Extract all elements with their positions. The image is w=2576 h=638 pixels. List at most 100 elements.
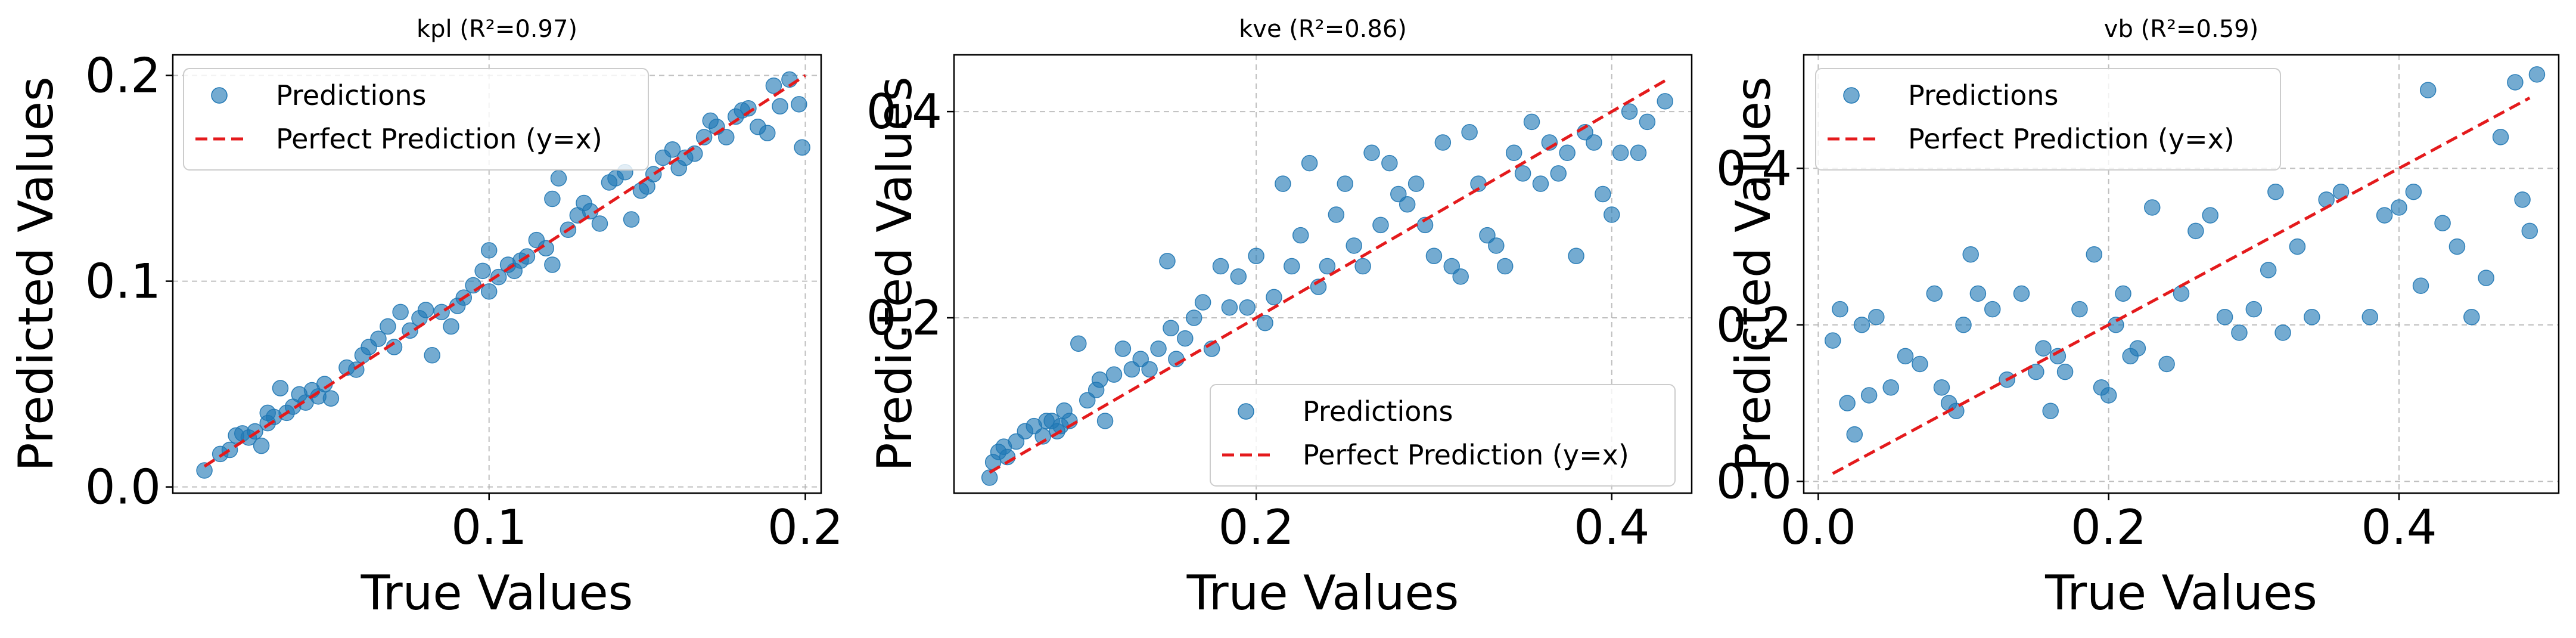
- data-point: [1882, 379, 1899, 396]
- data-point: [1860, 387, 1878, 404]
- y-axis-label: Predicted Values: [867, 76, 922, 471]
- y-tick-label: 0.0: [85, 460, 161, 515]
- legend-marker-predictions: [1238, 403, 1254, 420]
- data-point: [1407, 175, 1425, 192]
- data-point: [1846, 426, 1863, 443]
- data-point: [2267, 183, 2284, 200]
- data-point: [2216, 308, 2233, 326]
- y-tick-label: 0.4: [1717, 141, 1792, 196]
- data-point: [2231, 324, 2248, 341]
- data-point: [1505, 144, 1522, 162]
- y-tick-label: 0.2: [85, 48, 161, 104]
- data-point: [2028, 363, 2044, 380]
- data-point: [1497, 258, 1514, 275]
- data-point: [1194, 294, 1211, 311]
- legend-box: [183, 68, 649, 171]
- x-tick-label: 0.2: [1219, 500, 1294, 555]
- data-point: [1962, 246, 1979, 263]
- x-tick-label: 0.0: [1780, 500, 1856, 555]
- data-point: [1488, 237, 1505, 254]
- data-point: [686, 145, 703, 162]
- x-tick-label: 0.2: [2071, 500, 2146, 555]
- data-point: [2274, 324, 2291, 341]
- data-point: [1034, 428, 1051, 445]
- scatter-chart-kve: kve (R²=0.86) 0.2 0.4 0.2 0.4 True Values Pred…: [866, 16, 1693, 621]
- data-point: [1284, 258, 1300, 275]
- data-point: [1434, 134, 1452, 151]
- data-point: [2412, 277, 2429, 294]
- x-axis-label: True Values: [361, 565, 633, 621]
- data-point: [1984, 301, 2001, 318]
- data-point: [550, 170, 567, 187]
- data-point: [1301, 154, 1318, 172]
- data-point: [718, 129, 735, 145]
- data-point: [417, 302, 434, 318]
- data-point: [1221, 299, 1238, 316]
- data-point: [623, 211, 640, 228]
- data-point: [1568, 247, 1584, 264]
- scatter-chart-kpl: kpl (R²=0.97) 0.1 0.2 0.0 0.1 0.2 True Values P…: [8, 16, 843, 621]
- data-point: [772, 98, 788, 115]
- data-point: [272, 380, 289, 397]
- data-point: [2289, 238, 2306, 255]
- data-point: [1868, 308, 1885, 326]
- data-point: [2100, 387, 2117, 404]
- data-point: [544, 256, 561, 273]
- data-point: [1452, 268, 1469, 285]
- y-tick-label: 0.1: [85, 254, 161, 309]
- data-point: [2158, 355, 2175, 373]
- y-tick-label: 0.2: [866, 290, 942, 346]
- data-point: [465, 277, 481, 294]
- chart-title: kpl (R²=0.97): [417, 16, 577, 43]
- x-tick-label: 0.4: [2361, 500, 2437, 555]
- data-point: [392, 303, 409, 321]
- data-point: [1096, 413, 1114, 429]
- legend-marker-predictions: [1843, 87, 1860, 104]
- x-tick-label: 0.1: [451, 500, 527, 555]
- data-point: [1399, 196, 1416, 213]
- chart-title: kve (R²=0.86): [1239, 16, 1407, 43]
- data-point: [2304, 308, 2320, 326]
- y-tick-label: 0.4: [866, 84, 942, 140]
- data-point: [2129, 340, 2146, 357]
- data-point: [1230, 268, 1247, 285]
- legend-label-reference: Perfect Prediction (y=x): [276, 123, 602, 155]
- data-point: [2086, 246, 2103, 263]
- data-point: [1177, 330, 1194, 347]
- plot-frame: [1803, 54, 2560, 494]
- legend-label-predictions: Predictions: [1303, 395, 1453, 428]
- data-point: [1824, 332, 1841, 349]
- legend-label-predictions: Predictions: [276, 79, 426, 112]
- data-point: [424, 347, 440, 364]
- data-point: [1275, 175, 1291, 192]
- data-point: [2391, 199, 2407, 216]
- data-point: [1912, 355, 1928, 373]
- legend-box: [1815, 68, 2281, 171]
- y-axis-label: Predicted Values: [1726, 76, 1781, 471]
- data-point: [253, 437, 270, 454]
- data-point: [2071, 301, 2088, 318]
- chart-title: vb (R²=0.59): [2104, 16, 2258, 43]
- data-point: [2187, 222, 2204, 240]
- data-point: [2419, 82, 2437, 98]
- data-point: [1532, 175, 1549, 192]
- data-point: [544, 190, 561, 207]
- data-point: [1163, 320, 1179, 337]
- data-point: [2049, 348, 2067, 365]
- data-point: [2463, 308, 2480, 326]
- data-point: [1839, 395, 1856, 411]
- chart-panel-vb: vb (R²=0.59) 0.0 0.2 0.4 0.0 0.2 0.4 True Value…: [1717, 0, 2576, 638]
- legend-marker-predictions: [211, 87, 228, 104]
- data-point: [1461, 123, 1478, 141]
- data-point: [1853, 317, 1870, 333]
- data-point: [1523, 113, 1540, 131]
- legend-label-reference: Perfect Prediction (y=x): [1303, 439, 1629, 471]
- legend-box: [1210, 384, 1676, 487]
- data-point: [759, 125, 776, 141]
- data-point: [2361, 308, 2378, 326]
- data-point: [664, 141, 681, 158]
- data-point: [1559, 144, 1576, 162]
- data-point: [322, 390, 340, 407]
- data-point: [1657, 93, 1674, 110]
